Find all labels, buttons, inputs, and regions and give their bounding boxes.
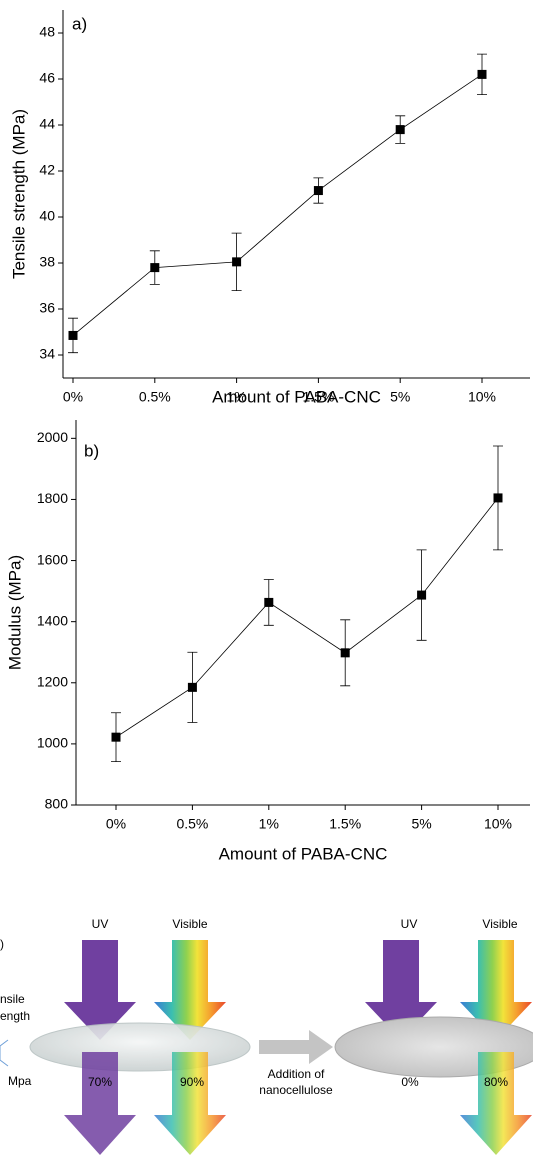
process-arrow [259, 1030, 333, 1064]
x-tick-label: 0.5% [139, 389, 171, 405]
x-tick-label: 0% [106, 816, 126, 832]
data-point [417, 590, 427, 600]
x-tick-label: 1.5% [329, 816, 361, 832]
y-tick-label: 48 [39, 24, 55, 40]
y-tick-label: 36 [39, 300, 55, 316]
property-label: nsile [0, 992, 25, 1006]
x-axis-label: Amount of PABA-CNC [219, 844, 388, 863]
data-point [264, 597, 274, 607]
y-tick-label: 42 [39, 162, 55, 178]
visible-pass: 80% [484, 1075, 508, 1089]
y-tick-label: 44 [39, 116, 55, 132]
y-tick-label: 1400 [37, 612, 68, 628]
unit-label: Mpa [8, 1074, 32, 1088]
x-tick-label: 1.5% [302, 389, 334, 405]
x-axis-label: Amount of PABA-CNC [212, 387, 381, 406]
y-tick-label: 1200 [37, 673, 68, 689]
uv-arrow [365, 940, 437, 1040]
x-tick-label: 10% [468, 389, 496, 405]
y-tick-label: 1600 [37, 551, 68, 567]
visible-arrow [154, 940, 226, 1040]
uv-label: UV [401, 917, 418, 931]
data-point [493, 493, 503, 503]
visible-pass: 90% [180, 1075, 204, 1089]
data-point [232, 257, 242, 267]
data-point [313, 186, 323, 196]
panel-label: a) [72, 14, 87, 33]
film [29, 1022, 251, 1072]
y-tick-label: 40 [39, 208, 55, 224]
property-label: ength [0, 1009, 30, 1023]
data-point [68, 330, 78, 340]
y-tick-label: 1800 [37, 490, 68, 506]
y-tick-label: 2000 [37, 429, 68, 445]
data-point [187, 682, 197, 692]
y-tick-label: 34 [39, 346, 55, 362]
visible-arrow [460, 1052, 532, 1155]
y-tick-label: 1000 [37, 735, 68, 751]
data-line [72, 74, 483, 336]
y-axis-label: Tensile strength (MPa) [9, 109, 28, 279]
uv-arrow [64, 1052, 136, 1155]
x-tick-label: 1% [226, 389, 246, 405]
visible-arrow [460, 940, 532, 1040]
x-tick-label: 5% [411, 816, 431, 832]
bracket [0, 1039, 9, 1067]
visible-label: Visible [482, 917, 517, 931]
data-point [111, 732, 121, 742]
y-tick-label: 800 [45, 796, 69, 812]
x-tick-label: 5% [390, 389, 410, 405]
x-tick-label: 0.5% [176, 816, 208, 832]
visible-arrow [154, 1052, 226, 1155]
data-point [477, 69, 487, 79]
y-axis-label: Modulus (MPa) [5, 555, 24, 670]
data-line [115, 497, 499, 738]
data-point [150, 263, 160, 273]
uv-label: UV [92, 917, 109, 931]
y-tick-label: 38 [39, 254, 55, 270]
panel-label: b) [84, 441, 99, 460]
x-tick-label: 1% [259, 816, 279, 832]
uv-arrow [64, 940, 136, 1040]
visible-label: Visible [172, 917, 207, 931]
data-point [340, 648, 350, 658]
x-tick-label: 10% [484, 816, 512, 832]
uv-pass: 0% [401, 1075, 419, 1089]
process-label: nanocellulose [259, 1083, 333, 1097]
diagram: ) nsile ength Mpa UV Visible 70% 90% Add… [0, 917, 533, 1155]
uv-pass: 70% [88, 1075, 112, 1089]
y-tick-label: 46 [39, 70, 55, 86]
panel-label: ) [0, 937, 4, 951]
process-label: Addition of [268, 1067, 325, 1081]
data-point [395, 125, 405, 135]
x-tick-label: 0% [63, 389, 83, 405]
